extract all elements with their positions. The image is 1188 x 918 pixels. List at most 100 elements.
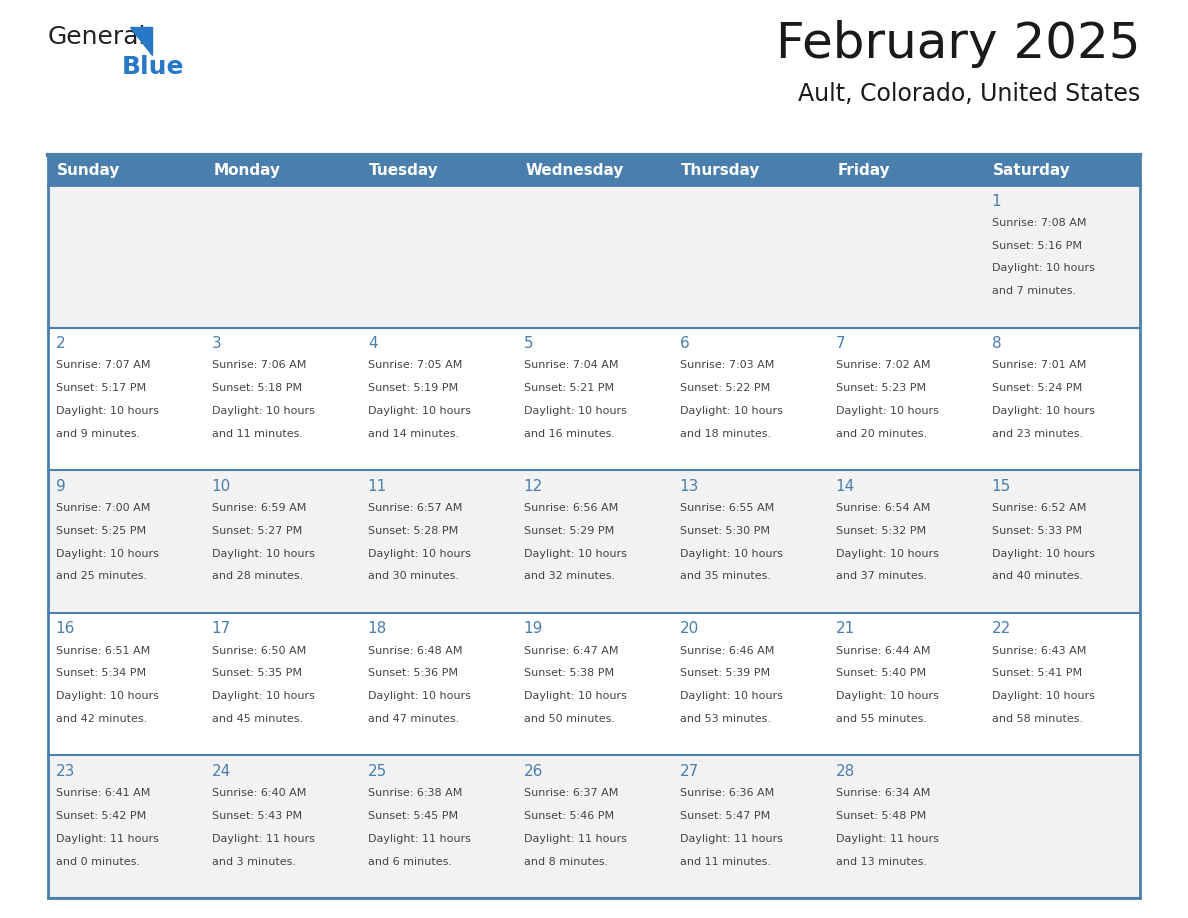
Text: Daylight: 11 hours: Daylight: 11 hours [836,834,939,844]
Text: Friday: Friday [838,162,890,177]
Text: Sunrise: 6:36 AM: Sunrise: 6:36 AM [680,789,775,798]
Text: and 37 minutes.: and 37 minutes. [836,571,927,581]
Bar [204,613,360,756]
Bar [828,756,984,898]
Text: 6: 6 [680,336,689,352]
Bar [828,185,984,328]
Text: Daylight: 10 hours: Daylight: 10 hours [680,549,783,559]
Bar [516,613,672,756]
Text: Sunrise: 7:01 AM: Sunrise: 7:01 AM [992,361,1086,370]
Text: 7: 7 [836,336,846,352]
Text: Daylight: 10 hours: Daylight: 10 hours [836,549,939,559]
Text: Sunrise: 6:54 AM: Sunrise: 6:54 AM [836,503,930,513]
Bar [48,155,1140,898]
Text: Daylight: 10 hours: Daylight: 10 hours [680,406,783,416]
Text: Sunrise: 6:52 AM: Sunrise: 6:52 AM [992,503,1086,513]
Bar [204,470,360,613]
Text: 22: 22 [992,621,1011,636]
Text: 1: 1 [992,194,1001,208]
Text: Sunset: 5:25 PM: Sunset: 5:25 PM [56,526,146,536]
Bar [672,756,828,898]
Text: Sunrise: 7:02 AM: Sunrise: 7:02 AM [836,361,930,370]
Text: Sunrise: 6:41 AM: Sunrise: 6:41 AM [56,789,150,798]
Text: Sunrise: 6:55 AM: Sunrise: 6:55 AM [680,503,775,513]
Text: 17: 17 [211,621,230,636]
Bar [984,185,1140,328]
Bar [828,328,984,470]
Text: Sunset: 5:39 PM: Sunset: 5:39 PM [680,668,770,678]
Text: Sunset: 5:21 PM: Sunset: 5:21 PM [524,383,614,393]
Text: Saturday: Saturday [993,162,1072,177]
Text: Daylight: 10 hours: Daylight: 10 hours [524,406,627,416]
Bar [984,328,1140,470]
Text: 27: 27 [680,764,699,779]
Text: Daylight: 10 hours: Daylight: 10 hours [368,549,470,559]
Text: Sunset: 5:16 PM: Sunset: 5:16 PM [992,241,1082,251]
Text: Sunset: 5:33 PM: Sunset: 5:33 PM [992,526,1082,536]
Text: Sunrise: 7:05 AM: Sunrise: 7:05 AM [368,361,462,370]
Text: 13: 13 [680,479,700,494]
Text: Sunrise: 7:08 AM: Sunrise: 7:08 AM [992,218,1086,228]
Bar [360,470,516,613]
Text: Sunset: 5:28 PM: Sunset: 5:28 PM [368,526,459,536]
Text: Sunrise: 6:57 AM: Sunrise: 6:57 AM [368,503,462,513]
Bar [360,185,516,328]
Text: Daylight: 10 hours: Daylight: 10 hours [524,691,627,701]
Text: and 13 minutes.: and 13 minutes. [836,856,927,867]
Text: 12: 12 [524,479,543,494]
Text: 14: 14 [836,479,855,494]
Text: Daylight: 10 hours: Daylight: 10 hours [992,691,1094,701]
Text: Sunset: 5:46 PM: Sunset: 5:46 PM [524,811,614,821]
Text: Daylight: 10 hours: Daylight: 10 hours [992,549,1094,559]
Text: Daylight: 10 hours: Daylight: 10 hours [680,691,783,701]
Text: 11: 11 [368,479,387,494]
Text: 23: 23 [56,764,75,779]
Text: Sunrise: 6:40 AM: Sunrise: 6:40 AM [211,789,307,798]
Text: Sunset: 5:48 PM: Sunset: 5:48 PM [836,811,927,821]
Text: Sunset: 5:29 PM: Sunset: 5:29 PM [524,526,614,536]
Text: and 58 minutes.: and 58 minutes. [992,714,1083,724]
Text: February 2025: February 2025 [776,20,1140,68]
Text: Sunrise: 7:00 AM: Sunrise: 7:00 AM [56,503,150,513]
Text: Sunset: 5:35 PM: Sunset: 5:35 PM [211,668,302,678]
Text: and 0 minutes.: and 0 minutes. [56,856,140,867]
Text: Sunrise: 6:50 AM: Sunrise: 6:50 AM [211,645,307,655]
Text: Ault, Colorado, United States: Ault, Colorado, United States [798,82,1140,106]
Text: Sunset: 5:41 PM: Sunset: 5:41 PM [992,668,1082,678]
Text: Sunrise: 6:51 AM: Sunrise: 6:51 AM [56,645,150,655]
Text: 24: 24 [211,764,230,779]
Bar [48,328,204,470]
Text: Daylight: 11 hours: Daylight: 11 hours [680,834,783,844]
Text: Sunset: 5:36 PM: Sunset: 5:36 PM [368,668,457,678]
Bar [204,756,360,898]
Text: Sunset: 5:17 PM: Sunset: 5:17 PM [56,383,146,393]
Bar [984,613,1140,756]
Bar [516,328,672,470]
Text: Sunset: 5:24 PM: Sunset: 5:24 PM [992,383,1082,393]
Text: and 8 minutes.: and 8 minutes. [524,856,608,867]
Text: Sunrise: 6:37 AM: Sunrise: 6:37 AM [524,789,618,798]
Text: Sunset: 5:19 PM: Sunset: 5:19 PM [368,383,457,393]
Text: Sunrise: 6:56 AM: Sunrise: 6:56 AM [524,503,618,513]
Text: Daylight: 10 hours: Daylight: 10 hours [368,406,470,416]
Text: Sunset: 5:18 PM: Sunset: 5:18 PM [211,383,302,393]
Bar [48,756,204,898]
Text: Daylight: 11 hours: Daylight: 11 hours [368,834,470,844]
Bar [516,185,672,328]
Text: 8: 8 [992,336,1001,352]
Text: 19: 19 [524,621,543,636]
Text: Daylight: 10 hours: Daylight: 10 hours [211,691,315,701]
Text: 4: 4 [368,336,378,352]
Text: 3: 3 [211,336,221,352]
Text: Sunrise: 6:34 AM: Sunrise: 6:34 AM [836,789,930,798]
Bar [204,185,360,328]
Text: and 9 minutes.: and 9 minutes. [56,429,140,439]
Text: Sunset: 5:34 PM: Sunset: 5:34 PM [56,668,146,678]
Text: and 50 minutes.: and 50 minutes. [524,714,615,724]
Bar [48,470,204,613]
Text: Sunday: Sunday [57,162,121,177]
Text: 26: 26 [524,764,543,779]
Text: and 7 minutes.: and 7 minutes. [992,286,1076,297]
Text: 2: 2 [56,336,65,352]
Text: Sunset: 5:43 PM: Sunset: 5:43 PM [211,811,302,821]
